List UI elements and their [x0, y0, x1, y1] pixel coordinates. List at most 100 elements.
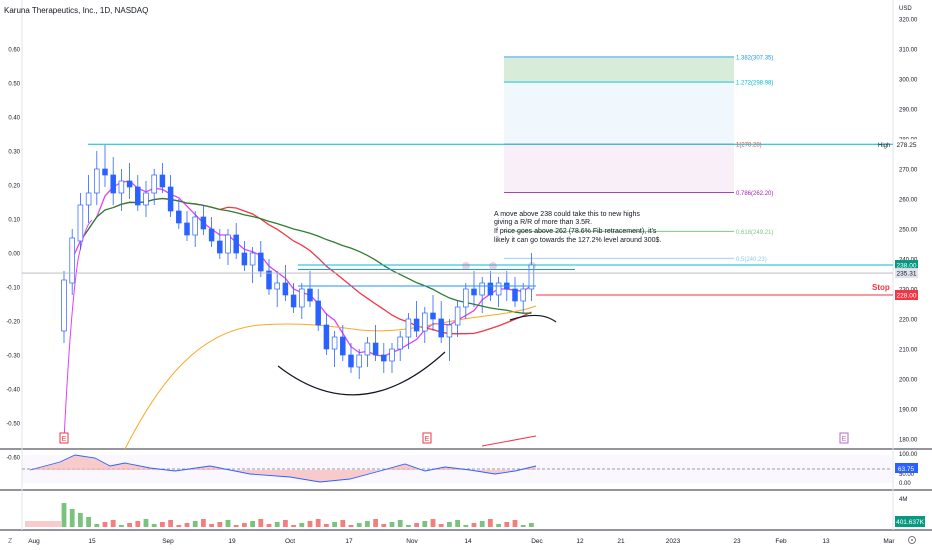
rsi-value: 63.75	[898, 466, 915, 473]
volume-bar	[332, 522, 337, 527]
candle-body	[233, 234, 239, 254]
candle-body	[110, 174, 116, 194]
candle-body	[372, 342, 379, 356]
volume-value-tag	[895, 516, 925, 527]
left-axis: 0.60 0.50 0.40 0.30 0.20 0.10 0.00 -0.10 -0.20 -0…	[6, 48, 20, 462]
candle-body	[340, 336, 346, 356]
volume-bar	[209, 524, 214, 527]
earnings-marker-2[interactable]: E	[422, 432, 432, 444]
candle-body	[94, 168, 100, 194]
note-line-3: If price goes above 262 (78.6% Fib retra…	[494, 228, 657, 235]
trade-note[interactable]: A move above 238 could take this to new …	[494, 211, 661, 244]
time-axis[interactable]: Aug 15 Sep 19 Oct 17 Nov 14 Dec 12 21 2023 23 Feb 13 Ma…	[28, 538, 895, 545]
volume-bar	[135, 521, 141, 527]
volume-bar	[291, 525, 296, 527]
candle-body	[143, 192, 149, 206]
candle-body	[266, 270, 272, 290]
candle-body	[307, 288, 313, 302]
horizontal-levels[interactable]	[22, 143, 893, 296]
candle-body	[479, 282, 485, 296]
volume-bar	[69, 509, 75, 527]
volume-bar	[406, 525, 411, 527]
currency-label: USD	[899, 6, 912, 12]
fib-level-label: 1.382(307.35)	[736, 55, 773, 61]
volume-bar	[127, 523, 132, 527]
fib-zone-purple	[504, 144, 734, 193]
earnings-marker-label: E	[62, 436, 67, 443]
volume-bar	[299, 523, 305, 527]
earnings-marker-3[interactable]: E	[839, 432, 849, 444]
candle-body	[77, 204, 84, 242]
candle-body	[364, 342, 371, 356]
left-axis-tick: 0.10	[8, 218, 20, 224]
volume-bar	[151, 524, 157, 527]
price-tag	[895, 139, 918, 150]
touch-marker	[489, 262, 497, 270]
ma-slow-line	[124, 305, 537, 450]
time-axis-tick: 17	[345, 538, 353, 545]
high-tag-label: High	[878, 143, 890, 149]
volume-bar	[119, 525, 124, 527]
candle-body	[192, 216, 198, 236]
candle-body	[135, 186, 141, 206]
volume-bar	[233, 525, 239, 527]
fib-zone-green	[504, 56, 734, 83]
candle-body	[61, 279, 67, 332]
volume-bar	[184, 523, 190, 527]
right-axis-tick: 220.00	[899, 318, 918, 324]
cup-arc[interactable]	[277, 351, 446, 396]
candle-body	[217, 240, 223, 254]
candle-body	[495, 282, 502, 296]
time-axis-tick: Feb	[775, 538, 787, 545]
volume-bar	[324, 524, 329, 527]
left-axis-tick: -0.30	[6, 354, 20, 360]
candle-body	[241, 252, 248, 266]
volume-bar	[504, 522, 510, 527]
rsi-axis-label: 0.00	[899, 481, 911, 487]
right-axis-tick: 310.00	[899, 48, 918, 54]
rsi-axis-label: 100.00	[899, 452, 918, 458]
handle-arc[interactable]	[509, 314, 557, 323]
right-axis-tick: 300.00	[899, 78, 918, 84]
volume-value: 401.637K	[896, 519, 924, 526]
note-line-1: A move above 238 could take this to new …	[494, 211, 640, 218]
volume-bar	[381, 524, 387, 527]
volume-bar	[160, 522, 165, 527]
rsi-value-tag	[895, 463, 918, 473]
volume-bar	[430, 519, 436, 527]
candle-body	[422, 312, 428, 332]
fib-level-label: 0.5(240.23)	[736, 257, 767, 263]
volume-bar	[365, 521, 370, 527]
fib-zone-blue	[504, 82, 734, 145]
rsi-overbought-fill	[30, 455, 536, 482]
candle-body	[118, 180, 125, 194]
volume-bar	[315, 519, 321, 527]
candle-body	[413, 318, 420, 332]
candle-body	[381, 354, 387, 362]
rsi-line	[29, 454, 537, 483]
volume-axis-max: 4M	[899, 497, 907, 503]
zoom-icon[interactable]: Z	[8, 538, 13, 545]
candle-body	[102, 168, 108, 176]
time-axis-tick: 14	[464, 538, 472, 545]
candles	[61, 145, 535, 379]
volume-pane[interactable]: 4M 401.637K	[25, 497, 925, 527]
trend-line[interactable]	[481, 435, 537, 447]
volume-bar	[102, 522, 108, 527]
fibonacci-extension[interactable]	[504, 56, 734, 193]
volume-bar	[250, 521, 255, 527]
note-line-4: likely it can go towards the 127.2% leve…	[494, 237, 661, 244]
volume-bar	[94, 524, 100, 527]
left-axis-tick: 0.50	[8, 82, 20, 88]
settings-icon[interactable]	[908, 536, 916, 544]
rsi-pane[interactable]: 100.00 50.00 0.00 63.75	[22, 452, 918, 487]
earnings-marker-1[interactable]: E	[59, 432, 69, 444]
volume-bar	[356, 523, 362, 527]
price-tag	[895, 260, 918, 270]
volume-bar	[225, 520, 231, 527]
volume-bar	[479, 521, 485, 527]
volume-bars	[25, 503, 534, 527]
volume-bar	[274, 522, 280, 527]
time-axis-tick: 23	[733, 538, 741, 545]
